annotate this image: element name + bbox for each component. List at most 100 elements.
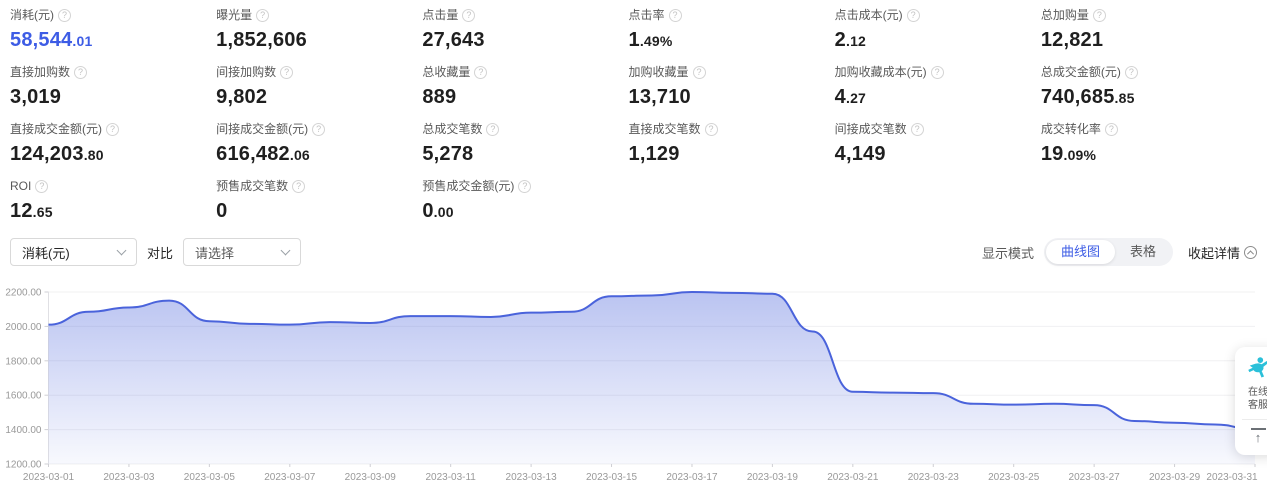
svg-text:2023-03-09: 2023-03-09	[345, 472, 397, 483]
help-icon[interactable]: ?	[930, 65, 944, 79]
metric-value: 740,685.85	[1040, 86, 1135, 108]
metric-card-13: 间接成交金额(元)? 616,482.06	[216, 122, 422, 165]
metric-label: 预售成交笔数?	[216, 179, 422, 193]
metric-value: 616,482.06	[216, 143, 310, 165]
metric-card-18: ROI? 12.65	[10, 179, 216, 222]
help-icon[interactable]: ?	[668, 8, 682, 22]
metric-card-12: 直接成交金额(元)? 124,203.80	[10, 122, 216, 165]
svg-text:1600.00: 1600.00	[5, 391, 42, 402]
compare-select[interactable]: 请选择	[183, 238, 302, 266]
service-widget: 在线 客服 ↑	[1235, 347, 1267, 455]
trend-chart-svg: 2200.00 2000.00 1800.00 1600.00 1400.00 1200.…	[5, 288, 1258, 484]
metric-label: 总加购量?	[1041, 8, 1247, 22]
metric-card-1: 曝光量? 1,852,606	[216, 8, 422, 51]
svg-text:2023-03-13: 2023-03-13	[506, 472, 558, 483]
chart-line	[48, 290, 1256, 431]
metric-label: 总成交金额(元)?	[1041, 65, 1247, 79]
svg-text:2200.00: 2200.00	[5, 288, 42, 299]
help-icon[interactable]: ?	[906, 8, 920, 22]
help-icon[interactable]: ?	[486, 122, 500, 136]
svg-text:2023-03-31: 2023-03-31	[1206, 472, 1258, 483]
metric-card-16: 间接成交笔数? 4,149	[835, 122, 1041, 165]
metric-value: 1,129	[628, 143, 680, 165]
help-icon[interactable]: ?	[312, 122, 326, 136]
metric-card-2: 点击量? 27,643	[422, 8, 628, 51]
help-icon[interactable]: ?	[910, 122, 924, 136]
help-icon[interactable]: ?	[474, 65, 488, 79]
service-widget-line1: 在线	[1248, 387, 1267, 398]
help-icon[interactable]: ?	[462, 8, 476, 22]
help-icon[interactable]: ?	[74, 65, 88, 79]
metric-value: 12,821	[1040, 29, 1104, 51]
help-icon[interactable]: ?	[1092, 8, 1106, 22]
collapse-details-button[interactable]: 收起详情	[1188, 243, 1257, 262]
svg-text:2023-03-23: 2023-03-23	[908, 472, 960, 483]
svg-text:1400.00: 1400.00	[5, 425, 42, 436]
metric-value: 124,203.80	[10, 143, 104, 165]
mode-curve-button[interactable]: 曲线图	[1045, 240, 1115, 264]
help-icon[interactable]: ?	[518, 179, 532, 193]
metric-card-11: 总成交金额(元)? 740,685.85	[1041, 65, 1247, 108]
chevron-down-icon	[116, 245, 127, 255]
svg-text:2000.00: 2000.00	[5, 322, 42, 333]
help-icon[interactable]: ?	[692, 65, 706, 79]
metric-card-5: 总加购量? 12,821	[1041, 8, 1247, 51]
metric-value: 4.27	[834, 86, 867, 108]
svg-text:2023-03-01: 2023-03-01	[23, 472, 75, 483]
metric-value: 1,852,606	[216, 29, 307, 51]
metric-label: ROI?	[10, 179, 216, 193]
metric-label: 曝光量?	[216, 8, 422, 22]
metric-card-14: 总成交笔数? 5,278	[422, 122, 628, 165]
metric-card-10: 加购收藏成本(元)? 4.27	[835, 65, 1041, 108]
svg-text:2023-03-17: 2023-03-17	[666, 472, 718, 483]
collapse-details-label: 收起详情	[1187, 245, 1240, 261]
svg-text:2023-03-07: 2023-03-07	[264, 472, 316, 483]
help-icon[interactable]: ?	[1124, 65, 1138, 79]
metric-label: 点击率?	[629, 8, 835, 22]
help-icon[interactable]: ?	[280, 65, 294, 79]
svg-text:2023-03-05: 2023-03-05	[184, 472, 236, 483]
trend-chart: 2200.00 2000.00 1800.00 1600.00 1400.00 1200.…	[0, 278, 1267, 492]
metric-value: 3,019	[10, 86, 62, 108]
help-icon[interactable]: ?	[106, 122, 119, 136]
help-icon[interactable]: ?	[35, 179, 49, 193]
svg-text:2023-03-29: 2023-03-29	[1149, 472, 1201, 483]
help-icon[interactable]: ?	[256, 8, 270, 22]
service-mascot-icon	[1248, 357, 1267, 378]
display-mode-toggle: 曲线图 表格	[1043, 238, 1173, 266]
metric-label: 点击成本(元)?	[835, 8, 1041, 22]
help-icon[interactable]: ?	[58, 8, 71, 22]
svg-text:1200.00: 1200.00	[5, 460, 42, 471]
metric-card-7: 间接加购数? 9,802	[216, 65, 422, 108]
metric-select[interactable]: 消耗(元)	[10, 238, 137, 266]
service-widget-line2: 客服	[1248, 400, 1267, 411]
metric-label: 间接成交金额(元)?	[216, 122, 422, 136]
metric-label: 直接成交金额(元)?	[10, 122, 216, 136]
svg-text:2023-03-25: 2023-03-25	[988, 472, 1040, 483]
compare-label: 对比	[147, 245, 174, 261]
help-icon[interactable]: ?	[704, 122, 718, 136]
metric-card-19: 预售成交笔数? 0	[216, 179, 422, 222]
metric-value: 1.49%	[628, 29, 673, 51]
mode-table-button[interactable]: 表格	[1115, 240, 1171, 264]
metric-label: 总收藏量?	[422, 65, 628, 79]
chevron-up-circle-icon	[1244, 245, 1257, 259]
svg-text:2023-03-15: 2023-03-15	[586, 472, 638, 483]
metric-card-4: 点击成本(元)? 2.12	[835, 8, 1041, 51]
metric-value: 4,149	[834, 143, 886, 165]
help-icon[interactable]: ?	[1104, 122, 1118, 136]
metric-card-0: 消耗(元)? 58,544.01	[10, 8, 216, 51]
back-to-top-button[interactable]: ↑	[1239, 427, 1267, 447]
help-icon[interactable]: ?	[292, 179, 306, 193]
chart-area-fill	[48, 292, 1255, 464]
metric-value: 12.65	[10, 200, 53, 222]
metric-label: 加购收藏量?	[629, 65, 835, 79]
metric-card-20: 预售成交金额(元)? 0.00	[422, 179, 628, 222]
metric-value: 889	[422, 86, 457, 108]
metric-value: 5,278	[422, 143, 474, 165]
online-service-button[interactable]: 在线 客服	[1239, 356, 1267, 412]
divider	[1242, 419, 1267, 420]
metric-value: 0	[216, 200, 228, 222]
svg-text:2023-03-21: 2023-03-21	[827, 472, 879, 483]
metric-value: 19.09%	[1040, 143, 1097, 165]
